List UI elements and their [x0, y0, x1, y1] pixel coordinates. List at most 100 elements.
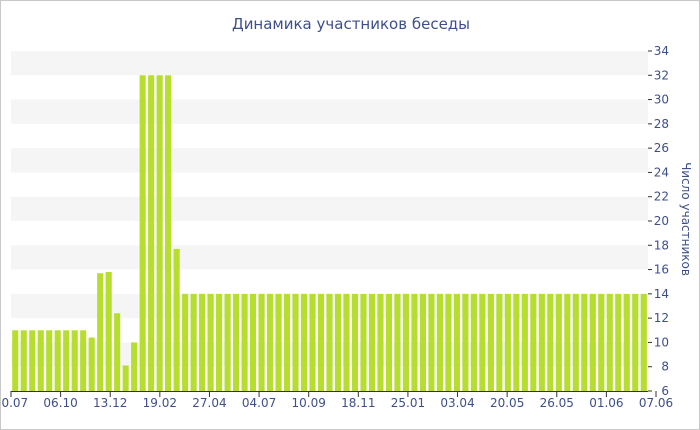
bar — [513, 293, 520, 391]
bar — [360, 293, 367, 391]
bar — [88, 337, 95, 391]
x-tick-label: 18.11 — [341, 396, 375, 410]
bar — [173, 248, 180, 391]
bar — [589, 293, 596, 391]
bar — [224, 293, 231, 391]
bar — [640, 293, 647, 391]
bar — [343, 293, 350, 391]
bar — [29, 330, 36, 391]
bar — [37, 330, 44, 391]
bar — [419, 293, 426, 391]
bar — [623, 293, 630, 391]
bar — [564, 293, 571, 391]
bar — [165, 75, 172, 391]
y-tick-label: 34 — [654, 44, 669, 58]
bar — [479, 293, 486, 391]
bar — [351, 293, 359, 391]
x-tick-label: 30.07 — [1, 396, 28, 410]
x-tick-label: 13.12 — [93, 396, 127, 410]
bar — [190, 293, 197, 391]
x-tick-label: 25.01 — [391, 396, 425, 410]
y-axis-label: Число участников — [679, 162, 693, 276]
bar — [411, 293, 418, 391]
x-tick-label: 26.05 — [540, 396, 574, 410]
bar — [547, 293, 554, 391]
bar — [487, 293, 494, 391]
bar — [300, 293, 308, 391]
bar — [377, 293, 384, 391]
y-tick-label: 16 — [654, 263, 669, 277]
bar — [63, 330, 70, 391]
bar — [71, 330, 78, 391]
bar — [606, 293, 613, 391]
bar — [470, 293, 477, 391]
bar — [12, 330, 19, 391]
y-tick-label: 12 — [654, 311, 669, 325]
x-tick-label: 06.10 — [43, 396, 77, 410]
bar — [632, 293, 639, 391]
bar — [530, 293, 537, 391]
bar — [258, 293, 265, 391]
bar — [139, 75, 146, 391]
bar — [453, 293, 460, 391]
bar — [521, 293, 528, 391]
bar — [207, 293, 214, 391]
bar — [114, 313, 121, 391]
y-tick-label: 8 — [661, 360, 669, 374]
bar — [199, 293, 206, 391]
y-tick-label: 18 — [654, 238, 669, 252]
bar — [131, 342, 138, 391]
grid-band — [11, 99, 648, 124]
y-axis-ticks: 6 8 10 12 14 16 18 20 22 24 26 28 30 32 34 — [648, 44, 669, 398]
bar — [334, 293, 342, 391]
bar — [122, 365, 129, 391]
bar — [250, 293, 257, 391]
bar — [156, 75, 163, 391]
bar — [216, 293, 223, 391]
x-tick-label: 19.02 — [143, 396, 177, 410]
x-tick-label: 27.04 — [192, 396, 226, 410]
y-tick-label: 14 — [654, 287, 669, 301]
bar — [504, 293, 511, 391]
bar — [572, 293, 579, 391]
bar — [233, 293, 240, 391]
bar-series — [12, 75, 647, 391]
x-tick-label: 07.06 — [639, 396, 673, 410]
bar — [292, 293, 299, 391]
bar — [80, 330, 87, 391]
bar — [445, 293, 452, 391]
grid-band — [11, 148, 648, 173]
bar — [46, 330, 53, 391]
bar — [97, 273, 104, 391]
bar — [615, 293, 622, 391]
bar — [402, 293, 409, 391]
bar — [581, 293, 588, 391]
bar — [496, 293, 503, 391]
y-tick-label: 6 — [661, 384, 669, 398]
bar — [20, 330, 27, 391]
y-tick-label: 10 — [654, 335, 669, 349]
bar — [555, 293, 562, 391]
x-tick-label: 03.04 — [440, 396, 474, 410]
y-tick-label: 32 — [654, 68, 669, 82]
bar — [326, 293, 333, 391]
bar — [394, 293, 401, 391]
bar — [283, 293, 291, 391]
bar — [275, 293, 282, 391]
x-tick-label: 04.07 — [242, 396, 276, 410]
y-tick-label: 26 — [654, 141, 669, 155]
bar — [368, 293, 376, 391]
bar — [598, 293, 605, 391]
bar — [54, 330, 61, 391]
bar — [462, 293, 469, 391]
bar — [538, 293, 545, 391]
bar — [385, 293, 393, 391]
bar — [266, 293, 274, 391]
chart-title: Динамика участников беседы — [232, 15, 470, 33]
x-tick-label: 01.06 — [589, 396, 623, 410]
y-tick-label: 28 — [654, 117, 669, 131]
bar — [148, 75, 155, 391]
bar — [436, 293, 443, 391]
